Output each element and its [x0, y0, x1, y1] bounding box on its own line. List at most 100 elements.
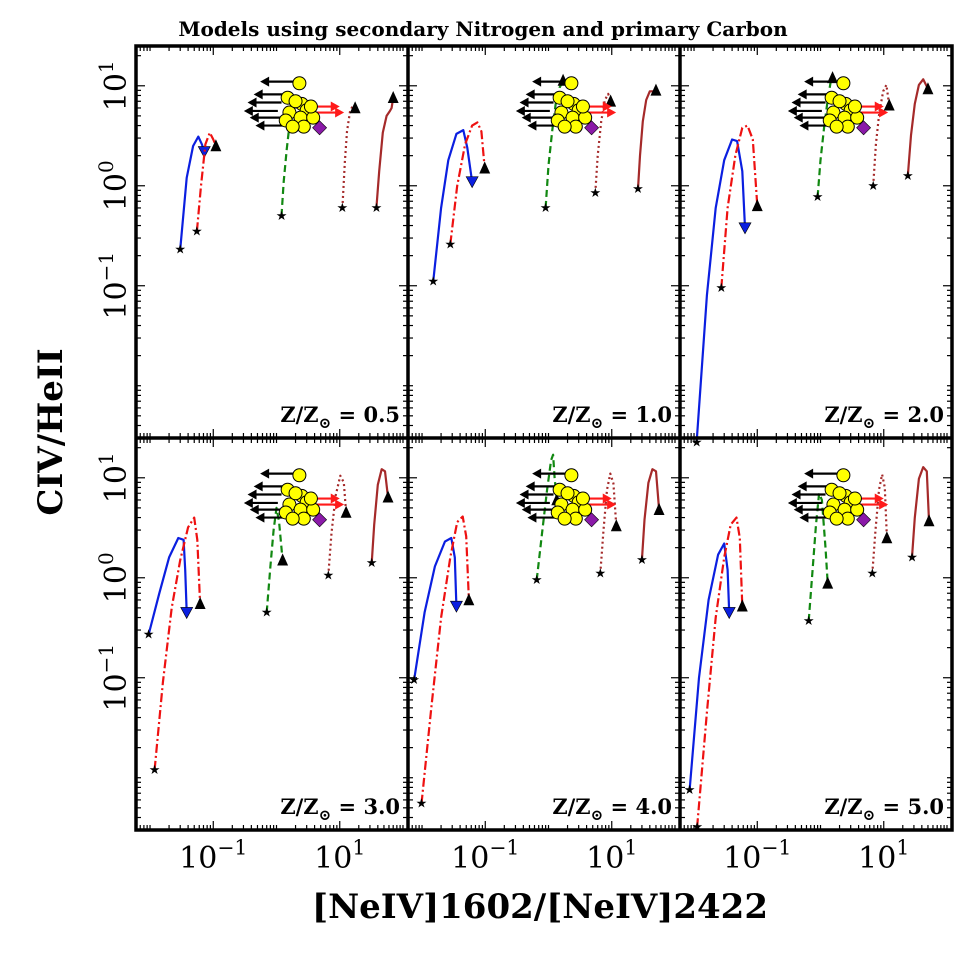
upper-limit-arrow-head [255, 120, 265, 131]
curve-start-star: ★ [902, 169, 914, 184]
y-tick-label: 100 [94, 552, 134, 603]
x-tick-label: 101 [858, 836, 909, 877]
observed-diamond [856, 512, 872, 528]
observed-point [564, 76, 579, 91]
model-curve [341, 104, 356, 208]
model-curve [449, 121, 486, 245]
model-curve [872, 83, 891, 186]
figure-title: Models using secondary Nitrogen and prim… [178, 17, 788, 41]
curve-start-star: ★ [867, 567, 879, 582]
observed-point [829, 119, 844, 134]
curve-end-triangle [751, 199, 763, 212]
observed-point [557, 511, 572, 526]
upper-limit-arrow-head [260, 468, 270, 479]
curve-end-triangle [349, 101, 361, 114]
curve-end-triangle [736, 599, 748, 612]
y-tick-label: 100 [94, 160, 134, 211]
curve-end-triangle [180, 607, 194, 620]
observed-point [303, 491, 318, 506]
curve-end-triangle [387, 90, 399, 104]
curve-start-star: ★ [444, 237, 456, 252]
curve-start-star: ★ [174, 243, 186, 258]
model-curve [153, 516, 202, 770]
curve-end-triangle [479, 161, 491, 174]
observed-point [303, 99, 318, 114]
observed-diamond [584, 120, 600, 136]
upper-limit-arrow-head [243, 105, 253, 116]
observed-point [285, 119, 300, 134]
observed-diamond [312, 512, 328, 528]
observed-point [560, 486, 575, 501]
metallicity-label: Z/Z⊙ = 3.0 [280, 794, 400, 824]
observed-point [829, 511, 844, 526]
model-curve [720, 124, 759, 289]
axis-ticks [407, 438, 680, 831]
lower-limit-arrow-head [879, 499, 889, 510]
metallicity-label: Z/Z⊙ = 4.0 [552, 794, 672, 824]
y-tick-label: 101 [94, 452, 134, 503]
x-axis-label: [NeIV]1602/[NeIV]2422 [312, 887, 768, 927]
upper-limit-arrow-head [519, 97, 529, 108]
curve-end-triangle [340, 505, 352, 518]
upper-limit-arrow-head [804, 76, 814, 87]
curve-start-star: ★ [803, 614, 815, 629]
upper-limit-arrow-head [253, 481, 263, 492]
model-curve [179, 135, 206, 250]
observed-diamond [856, 120, 872, 136]
curve-start-star: ★ [590, 186, 602, 201]
curve-start-star: ★ [276, 209, 288, 224]
upper-limit-arrow-head [797, 481, 807, 492]
observed-point [847, 491, 862, 506]
curve-end-triangle [463, 593, 475, 606]
model-curve [195, 131, 217, 232]
model-curve [432, 129, 474, 282]
y-tick-label: 10−1 [94, 252, 134, 320]
upper-limit-arrow-head [249, 112, 259, 123]
curve-start-star: ★ [540, 201, 552, 216]
lower-limit-arrow-head [879, 107, 889, 118]
upper-limit-arrow-head [791, 489, 801, 500]
model-curve [594, 92, 612, 193]
upper-limit-arrow-head [515, 105, 525, 116]
curve-end-triangle [277, 553, 289, 566]
curve-end-triangle [827, 71, 839, 84]
observed-point [575, 491, 590, 506]
panel-z-1.0: ★ ★ ★ ★ ★ Z/Z⊙ = 1.0 [407, 46, 680, 439]
x-tick-label: 10−1 [179, 836, 247, 877]
observed-point [832, 94, 847, 109]
axis-ticks [135, 438, 408, 831]
curve-start-star: ★ [337, 201, 349, 216]
lower-limit-arrow-head [330, 493, 340, 504]
y-tick-labels: 10−1 100 101 10−1 100 101 [94, 60, 134, 711]
x-tick-label: 101 [586, 836, 637, 877]
panel-z-5.0: ★ ★ ★ ★ ★ Z/Z⊙ = 5.0 [679, 438, 952, 835]
observed-point [292, 76, 307, 91]
observed-point [832, 486, 847, 501]
upper-limit-arrow-head [255, 512, 265, 523]
upper-limit-arrow-head [799, 512, 809, 523]
upper-limit-arrow-head [521, 112, 531, 123]
upper-limit-arrow-head [797, 89, 807, 100]
model-curve [280, 102, 297, 216]
observed-point [836, 76, 851, 91]
lower-limit-arrow-head [602, 101, 612, 112]
upper-limit-arrow-head [527, 120, 537, 131]
lower-limit-arrow-head [874, 493, 884, 504]
upper-limit-arrow-head [247, 97, 257, 108]
observed-point [288, 94, 303, 109]
lower-limit-arrow-head [874, 101, 884, 112]
curve-end-triangle [449, 600, 463, 613]
model-curve [327, 474, 348, 576]
upper-limit-arrow-head [787, 497, 797, 508]
upper-limit-arrow-head [253, 89, 263, 100]
lower-limit-arrow-head [335, 499, 345, 510]
model-curve [871, 473, 888, 574]
model-curve [370, 468, 390, 564]
x-tick-label: 10−1 [723, 836, 791, 877]
curve-end-triangle [738, 222, 752, 235]
axis-ticks [679, 46, 952, 439]
curve-start-star: ★ [416, 797, 428, 812]
curve-end-triangle [722, 607, 736, 620]
model-curve [599, 472, 618, 574]
curve-start-star: ★ [261, 605, 273, 620]
